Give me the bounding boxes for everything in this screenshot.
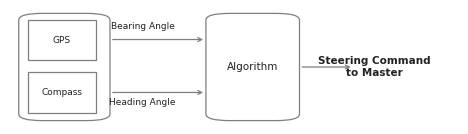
- FancyBboxPatch shape: [19, 13, 110, 121]
- Text: GPS: GPS: [53, 36, 71, 45]
- Text: Bearing Angle: Bearing Angle: [111, 22, 175, 31]
- Text: Heading Angle: Heading Angle: [110, 98, 176, 107]
- FancyBboxPatch shape: [28, 20, 96, 60]
- Text: Compass: Compass: [42, 88, 82, 97]
- Text: Algorithm: Algorithm: [227, 62, 278, 72]
- Text: Steering Command
to Master: Steering Command to Master: [318, 56, 431, 78]
- FancyBboxPatch shape: [206, 13, 300, 121]
- FancyBboxPatch shape: [28, 72, 96, 113]
